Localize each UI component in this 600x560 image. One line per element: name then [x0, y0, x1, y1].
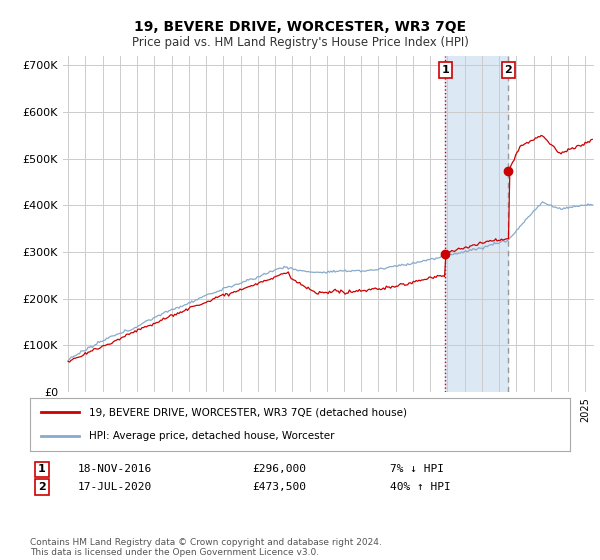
- Text: 2: 2: [38, 482, 46, 492]
- Text: 1: 1: [442, 65, 449, 75]
- Text: £296,000: £296,000: [252, 464, 306, 474]
- Text: 2: 2: [505, 65, 512, 75]
- Text: £473,500: £473,500: [252, 482, 306, 492]
- Text: 1: 1: [38, 464, 46, 474]
- Text: Price paid vs. HM Land Registry's House Price Index (HPI): Price paid vs. HM Land Registry's House …: [131, 36, 469, 49]
- Text: 40% ↑ HPI: 40% ↑ HPI: [390, 482, 451, 492]
- Text: HPI: Average price, detached house, Worcester: HPI: Average price, detached house, Worc…: [89, 431, 335, 441]
- Text: 17-JUL-2020: 17-JUL-2020: [78, 482, 152, 492]
- Text: 18-NOV-2016: 18-NOV-2016: [78, 464, 152, 474]
- Text: Contains HM Land Registry data © Crown copyright and database right 2024.
This d: Contains HM Land Registry data © Crown c…: [30, 538, 382, 557]
- Text: 7% ↓ HPI: 7% ↓ HPI: [390, 464, 444, 474]
- Text: 19, BEVERE DRIVE, WORCESTER, WR3 7QE: 19, BEVERE DRIVE, WORCESTER, WR3 7QE: [134, 20, 466, 34]
- Text: 19, BEVERE DRIVE, WORCESTER, WR3 7QE (detached house): 19, BEVERE DRIVE, WORCESTER, WR3 7QE (de…: [89, 408, 407, 418]
- Bar: [445, 56, 508, 392]
